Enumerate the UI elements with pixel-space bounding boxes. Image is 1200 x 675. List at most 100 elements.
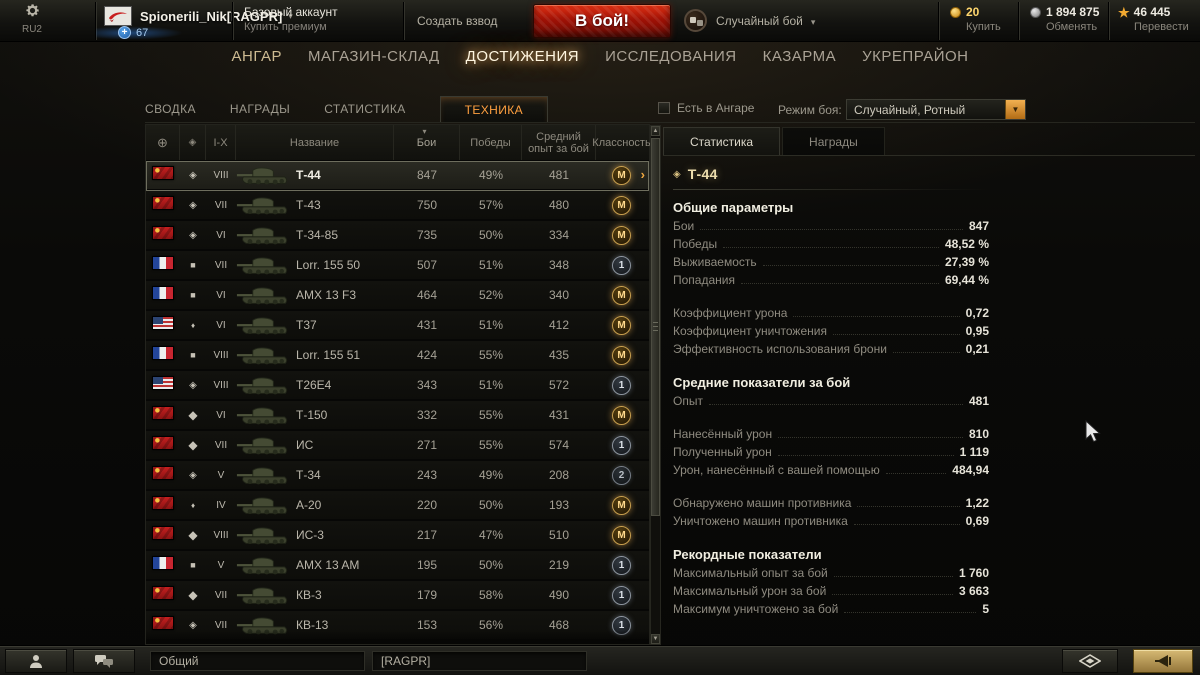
nav-item[interactable]: КАЗАРМА: [762, 48, 837, 65]
player-menu[interactable]: Spionerili_Nik[RAGPR] ▾: [104, 6, 293, 26]
scrollbar-thumb[interactable]: [651, 138, 660, 516]
nav-item[interactable]: МАГАЗИН-СКЛАД: [307, 48, 440, 65]
panel-tab[interactable]: Награды: [782, 127, 885, 156]
nation-column-header[interactable]: ⊕: [146, 125, 180, 160]
name-cell: КВ-13: [236, 612, 394, 638]
avgxp-cell: 340: [548, 288, 570, 302]
mastery-column-header[interactable]: Классность: [592, 136, 651, 149]
contacts-button[interactable]: [5, 649, 67, 673]
vehicle-title: ◈ Т-44: [673, 166, 989, 182]
freexp-currency-block: ★ 46 445 Перевести: [1118, 5, 1189, 35]
settings-server-block[interactable]: RU2: [10, 3, 54, 35]
notifications-button[interactable]: [1133, 649, 1193, 673]
subtab[interactable]: ТЕХНИКА: [439, 96, 549, 123]
nation-cell: [146, 375, 180, 395]
mastery-badge: 2: [612, 466, 631, 485]
avatar-emblem: [108, 12, 127, 22]
nav-item[interactable]: УКРЕПРАЙОН: [862, 48, 969, 65]
create-platoon-button[interactable]: Создать взвод: [417, 14, 498, 28]
battle-mode-selector[interactable]: Случайный бой ▾: [716, 14, 815, 28]
mastery-cell: 1: [596, 375, 647, 395]
table-scrollbar[interactable]: ▲ ▼: [650, 125, 661, 645]
subtab[interactable]: СВОДКА: [145, 102, 196, 116]
dotted-leader: [778, 437, 963, 438]
battle-mode-filter-select[interactable]: Случайный, Ротный ▼: [846, 99, 1026, 120]
tier-cell: VII: [214, 259, 228, 271]
in-hangar-checkbox[interactable]: [658, 102, 670, 114]
battle-button[interactable]: В бой!: [533, 4, 671, 38]
table-body: ◈VIIIТ-4484749%481M›◈VIIТ-4375057%480M›◈…: [146, 161, 649, 643]
subtab-divider: [145, 122, 1195, 123]
wins-cell: 50%: [478, 498, 504, 512]
mastery-badge: M: [612, 316, 631, 335]
stat-value: 484,94: [952, 463, 989, 477]
tank-silhouette: [236, 497, 288, 515]
divider: [1018, 2, 1019, 40]
tier-cell: VIII: [213, 169, 229, 181]
name-cell: Т-34: [236, 462, 394, 488]
channels-button[interactable]: [73, 649, 135, 673]
select-arrow-button[interactable]: ▼: [1005, 100, 1025, 119]
nav-item[interactable]: АНГАР: [231, 48, 282, 65]
ussr-flag-icon: [152, 435, 174, 450]
wins-column-header[interactable]: Победы: [460, 125, 522, 160]
mastery-badge: M: [612, 406, 631, 425]
in-hangar-filter[interactable]: Есть в Ангаре: [658, 101, 754, 115]
free-xp-value: 46 445: [1133, 5, 1171, 19]
scroll-down-button[interactable]: ▼: [651, 634, 660, 644]
table-header: ⊕ ◈ I-X Название ▾ Бои Победы Средний опы…: [146, 125, 651, 161]
level-glow: [96, 24, 246, 42]
wins-cell: 55%: [478, 348, 504, 362]
subtab[interactable]: НАГРАДЫ: [229, 102, 291, 116]
exterior-button[interactable]: [1062, 649, 1118, 673]
type-column-header[interactable]: ◈: [180, 125, 206, 160]
dotted-leader: [885, 473, 947, 474]
channel-tab-general[interactable]: [150, 651, 365, 671]
wins-cell: 50%: [478, 228, 504, 242]
tier-cell: VII: [214, 199, 228, 211]
buy-gold-link[interactable]: Купить: [966, 21, 1001, 33]
stat-value: 1 760: [958, 566, 989, 580]
panel-tab[interactable]: Статистика: [663, 127, 781, 156]
nav-item[interactable]: ИССЛЕДОВАНИЯ: [605, 48, 737, 65]
battles-column-header[interactable]: ▾ Бои: [394, 125, 460, 160]
avgxp-column-header[interactable]: Средний опыт за бой: [522, 125, 596, 160]
nation-cell: [146, 405, 180, 425]
channel-tab-clan[interactable]: [372, 651, 587, 671]
mastery-cell: M: [596, 315, 647, 335]
name-column-header[interactable]: Название: [236, 125, 394, 160]
tier-column-header[interactable]: I-X: [206, 125, 236, 160]
wins-cell: 50%: [478, 558, 504, 572]
avgxp-cell: 510: [548, 528, 570, 542]
dotted-leader: [857, 506, 960, 507]
detail-panel-tabs: Статистика Награды: [663, 127, 887, 156]
scroll-up-button[interactable]: ▲: [651, 126, 660, 136]
subtab[interactable]: СТАТИСТИКА: [324, 102, 406, 116]
medium-tank-icon: ◈: [189, 199, 197, 211]
vehicle-name: Т-34: [296, 468, 321, 482]
france-flag-icon: [152, 345, 174, 360]
tier-cell: VI: [216, 289, 226, 301]
vehicle-name: ИС: [296, 438, 314, 452]
nav-item[interactable]: ДОСТИЖЕНИЯ: [465, 48, 580, 65]
table-row[interactable]: ◈ VIII Т-44 847 49% 481 M ›: [146, 161, 649, 191]
buy-premium-link[interactable]: Купить премиум: [244, 21, 327, 33]
heavy-tank-icon: ◆: [188, 438, 198, 452]
convert-xp-link[interactable]: Перевести: [1134, 21, 1189, 33]
exchange-link[interactable]: Обменять: [1046, 21, 1098, 33]
